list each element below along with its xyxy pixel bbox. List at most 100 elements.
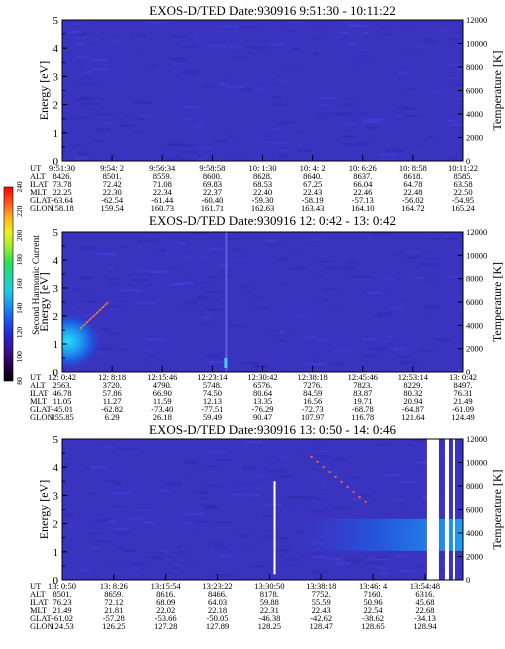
orbit-cell: 66.04 [353,179,373,189]
orbit-cell: 9:54: 2 [100,163,124,173]
right-y-tick-label: 2000 [466,344,483,354]
right-y-tick-label: 4000 [466,320,483,330]
orbit-cell: 11.05 [53,396,72,406]
orbit-cell: 8585. [453,171,472,181]
orbit-cell: 55.59 [312,597,331,607]
orbit-cell: 12:30:42 [247,372,277,382]
y-tick-label: 4 [53,462,59,474]
y-tick-label: 2 [53,100,59,112]
right-y-axis-label: Temperature [K] [490,50,504,130]
red-dot [334,475,337,478]
orbit-cell: 12:15:46 [147,372,177,382]
colorbar-tick-label: 220 [15,205,24,217]
orbit-cell: 13:54:48 [410,581,440,591]
right-y-tick-label: 4000 [466,109,483,119]
red-dot [88,319,90,322]
y-tick-label: 3 [53,283,59,295]
heatmap-cells [69,232,463,372]
orbit-row-label: MLT [30,396,48,406]
orbit-row-label: ILAT [30,179,49,189]
orbit-cell: 20.94 [403,396,423,406]
orbit-cell: 10:11:22 [448,163,478,173]
orbit-cell: 6316. [415,589,434,599]
orbit-cell: -77.51 [201,404,223,414]
orbit-cell: 8178. [260,589,279,599]
orbit-cell: -72.73 [302,404,324,414]
right-y-axis-label: Temperature [K] [490,262,504,342]
orbit-cell: 8466. [208,589,227,599]
orbit-cell: -60.40 [201,195,223,205]
orbit-cell: 69.83 [203,179,222,189]
orbit-cell: 8426. [52,171,71,181]
orbit-cell: 57.86 [103,388,122,398]
orbit-cell: -45.01 [51,404,73,414]
y-axis-label: Energy [eV] [37,272,51,331]
orbit-cell: -68.78 [352,404,374,414]
orbit-cell: 127.28 [154,621,177,631]
right-y-tick-label: 0 [466,367,470,377]
orbit-cell: 13:30:50 [254,581,284,591]
orbit-cell: 16.56 [303,396,322,406]
orbit-cell: 46.78 [52,388,71,398]
red-dot [97,310,100,313]
red-dot [83,324,85,326]
orbit-cell: 64.78 [403,179,422,189]
orbit-cell: 83.87 [353,388,372,398]
low-energy-blob [62,311,102,372]
orbit-cell: 50.96 [363,597,382,607]
orbit-cell: 21.49 [52,605,71,615]
right-y-tick-label: 12000 [466,227,487,237]
orbit-cell: 127.89 [206,621,229,631]
orbit-cell: -42.62 [310,613,332,623]
panel-2: EXOS-D/TED Date:930916 12: 0:42 - 13: 0:… [30,213,504,422]
colorbar-tick-label: 180 [15,254,24,266]
right-y-tick-label: 12000 [466,15,487,25]
chart-title: EXOS-D/TED Date:930916 13: 0:50 - 14: 0:… [149,422,396,437]
heatmap-cells [66,20,463,161]
right-y-tick-label: 6000 [466,86,483,96]
orbit-cell: 59.88 [260,597,279,607]
orbit-cell: 3720. [103,380,122,390]
orbit-cell: -61.09 [452,404,474,414]
orbit-cell: 8618. [403,171,422,181]
orbit-cell: 10: 8:58 [399,163,427,173]
red-dot [100,307,103,310]
orbit-cell: 128.94 [413,621,437,631]
orbit-cell: 13:38:18 [306,581,336,591]
chart-title: EXOS-D/TED Date:930916 9:51:30 - 10:11:2… [149,3,396,18]
red-dot [92,315,95,317]
orbit-cell: -57.28 [103,613,125,623]
orbit-cell: 163.43 [301,203,324,213]
orbit-cell: 5748. [203,380,222,390]
orbit-cell: 22.30 [103,187,122,197]
red-dot [96,312,98,314]
orbit-row-label: UT [30,372,42,382]
red-dot [316,460,319,463]
orbit-cell: 72.12 [104,597,123,607]
orbit-cell: -59.30 [252,195,274,205]
orbit-cell: -46.38 [258,613,280,623]
y-axis-label: Energy [eV] [37,480,51,539]
orbit-cell: 12: 8:18 [98,372,126,382]
orbit-cell: 9:56:34 [149,163,176,173]
orbit-cell: 10: 4: 2 [300,163,326,173]
red-dot [358,495,361,498]
orbit-cell: 11.59 [153,396,172,406]
red-dot [346,485,349,488]
orbit-row-label: GLAT [30,195,53,205]
orbit-cell: -61.44 [151,195,174,205]
orbit-cell: 12:45:46 [348,372,378,382]
right-y-tick-label: 8000 [466,274,483,284]
orbit-cell: 8659. [104,589,123,599]
colorbar-tick-label: 240 [15,181,24,193]
orbit-cell: 22.68 [415,605,434,615]
orbit-cell: 13:46: 4 [359,581,388,591]
orbit-cell: 4790. [153,380,172,390]
orbit-cell: 68.09 [156,597,175,607]
orbit-cell: 7823. [353,380,372,390]
panel-1: EXOS-D/TED Date:930916 9:51:30 - 10:11:2… [30,3,504,213]
orbit-cell: 66.90 [153,388,172,398]
orbit-cell: 13.35 [253,396,272,406]
